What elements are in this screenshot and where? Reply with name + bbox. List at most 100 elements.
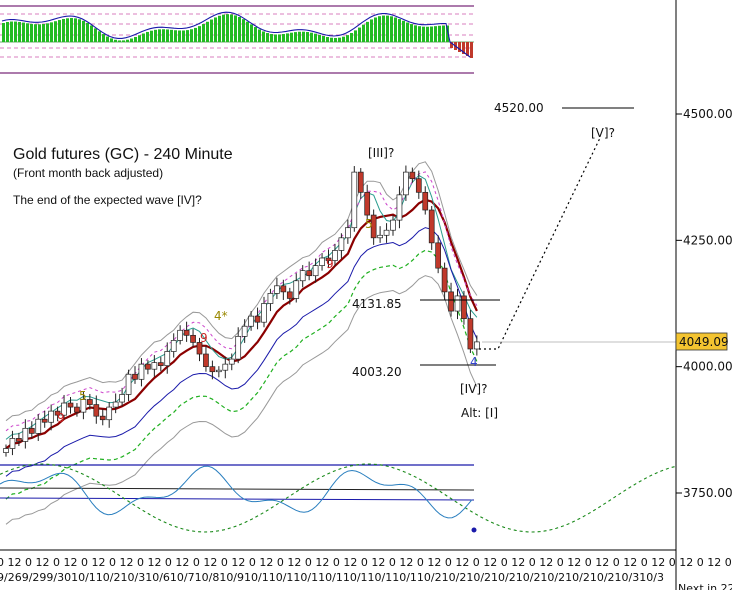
oscillator-bar (254, 27, 257, 42)
oscillator-bar (298, 31, 301, 42)
oscillator-bar (106, 36, 109, 42)
candle-body (357, 171, 364, 193)
candle-body (241, 325, 248, 337)
candle-body (157, 362, 164, 367)
oscillator-bar (134, 36, 137, 42)
oscillator-bar (390, 16, 393, 42)
indicator-bands (5, 161, 478, 525)
chart-subtitle: (Front month back adjusted) (13, 166, 163, 180)
oscillator-bar (346, 35, 349, 42)
last-price-label: 4049.09 (679, 335, 729, 349)
candle-body (461, 295, 467, 320)
cycle-sine-wave (0, 463, 677, 533)
lower-blue-band (5, 227, 478, 477)
candle-body (428, 209, 435, 244)
oscillator-bar (334, 37, 337, 42)
wave-label-iii: [III]? (368, 146, 394, 160)
projection-path (479, 137, 601, 350)
oscillator-bar (30, 23, 33, 42)
oscillator-bar (394, 17, 397, 42)
oscillator-bar (442, 25, 445, 42)
oscillator-bar (154, 29, 157, 42)
cycle-level-blue-bottom (0, 497, 475, 501)
oscillator-bar (62, 19, 65, 42)
candle-body (74, 406, 80, 413)
candle-body (293, 280, 300, 299)
oscillator-bar (82, 20, 85, 42)
oscillator-bar (410, 24, 413, 42)
y-tick-label: 4500.00 (683, 107, 732, 121)
oscillator-bar (338, 37, 341, 42)
oscillator-bar (362, 24, 365, 42)
x-tick-row-dates: 9/269/299/3010/110/210/310/610/710/810/9… (0, 571, 664, 584)
count-label-5-upper: 5 (365, 217, 373, 231)
oscillator-bar (54, 21, 57, 42)
oscillator-bar (22, 22, 25, 42)
oscillator-bar (34, 24, 37, 42)
oscillator-bar (198, 26, 201, 42)
oscillator-bar (2, 23, 5, 42)
oscillator-panel (0, 5, 474, 74)
oscillator-bar (218, 15, 221, 42)
oscillator-bar (194, 27, 197, 42)
oscillator-bar (466, 42, 469, 56)
candle-body (125, 373, 132, 395)
oscillator-bar (418, 26, 421, 42)
candle-body (409, 171, 416, 180)
oscillator-bar (286, 33, 289, 42)
oscillator-bar (398, 19, 401, 42)
oscillator-bar (186, 30, 189, 42)
oscillator-bar (78, 19, 81, 42)
oscillator-bar (378, 16, 381, 42)
oscillator-bar (182, 30, 185, 42)
oscillator-bar (470, 42, 473, 58)
cycle-lines (0, 463, 677, 533)
candle-body (54, 410, 61, 416)
count-label-4star: 4* (214, 309, 228, 323)
candle-body (403, 171, 409, 196)
candle-body (422, 191, 429, 211)
y-tick-label: 3750.00 (683, 486, 732, 500)
y-tick-label: 4000.00 (683, 360, 732, 374)
candle-body (48, 410, 55, 423)
count-label-9-a: 9 (200, 331, 208, 345)
candle-body (248, 315, 254, 327)
candle-body (345, 227, 351, 239)
candle-body (190, 334, 196, 343)
oscillator-bar (326, 37, 329, 42)
projection-overlays (420, 107, 676, 366)
candle-body (306, 270, 312, 277)
chart-note: The end of the expected wave [IV]? (13, 193, 202, 207)
level-label-4520: 4520.00 (494, 101, 544, 115)
oscillator-bar (366, 21, 369, 42)
candle-body (474, 341, 480, 350)
oscillator-bar (74, 18, 77, 42)
candle-body (67, 402, 74, 408)
green-dashed-band (5, 249, 478, 500)
oscillator-signal-line (1, 11, 471, 58)
oscillator-bar (358, 27, 361, 42)
candle-body (467, 318, 474, 350)
chart-title: Gold futures (GC) - 240 Minute (13, 146, 233, 163)
oscillator-bar (142, 33, 145, 42)
oscillator-bar (306, 32, 309, 42)
oscillator-bar (250, 24, 253, 42)
candle-body (112, 401, 119, 408)
oscillator-bar (322, 35, 325, 42)
candle-body (377, 234, 383, 239)
x-axis: 0 12 0 12 0 12 0 12 0 12 0 12 0 12 0 12 … (0, 556, 732, 584)
oscillator-bar (130, 38, 133, 42)
oscillator-bar (230, 14, 233, 42)
oscillator-bar (110, 38, 113, 42)
lower-gray-band (5, 275, 478, 525)
oscillator-bar (6, 21, 9, 42)
candle-body (170, 340, 177, 352)
candle-body (196, 342, 203, 355)
level-label-4131: 4131.85 (352, 297, 402, 311)
oscillator-bar (450, 42, 453, 48)
candle-body (203, 353, 209, 368)
candle-body (364, 191, 371, 216)
candle-body (325, 257, 332, 261)
candle-body (441, 267, 448, 293)
